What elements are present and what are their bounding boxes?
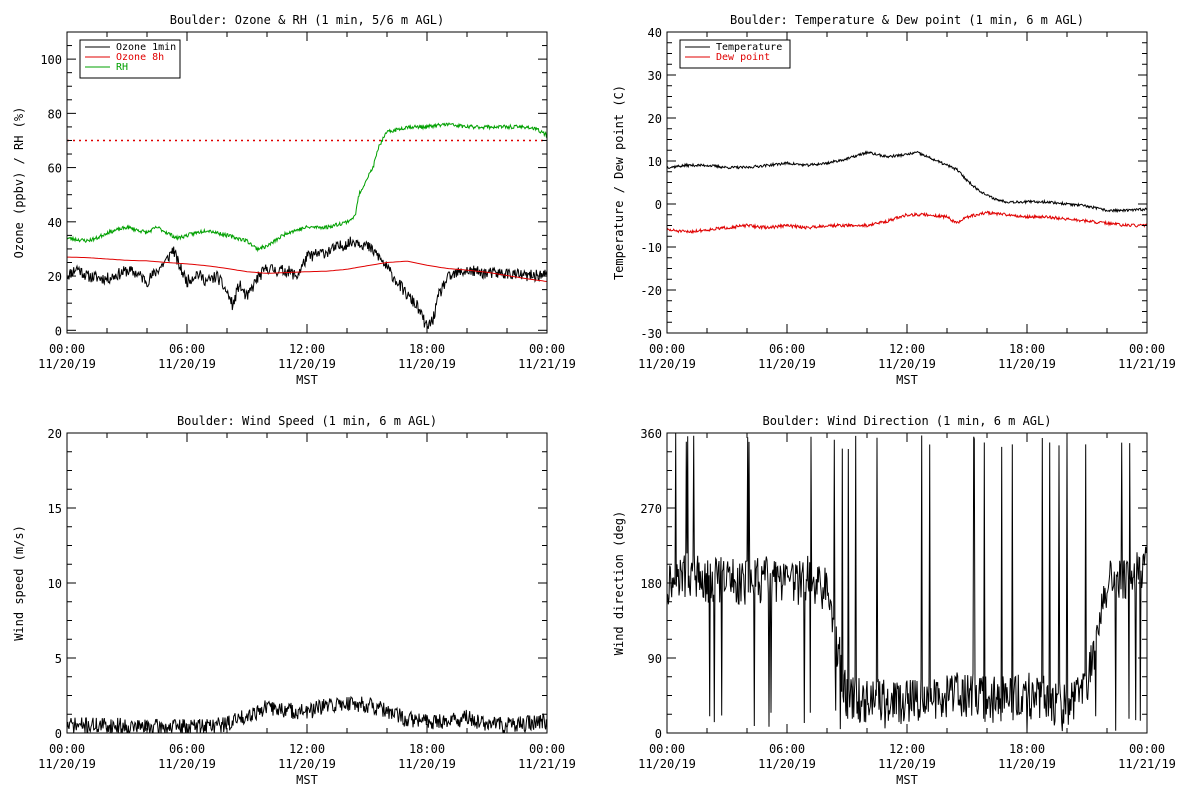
y-axis-label: Ozone (ppbv) / RH (%) bbox=[12, 107, 26, 259]
plot-frame bbox=[66, 432, 548, 734]
x-tick-time: 00:00 bbox=[649, 342, 685, 356]
chart-title: Boulder: Wind Speed (1 min, 6 m AGL) bbox=[177, 414, 437, 428]
x-tick-date: 11/20/19 bbox=[998, 757, 1056, 771]
y-tick-label: 5 bbox=[55, 652, 62, 666]
y-tick-label: 40 bbox=[48, 216, 62, 230]
y-tick-label: 40 bbox=[648, 26, 662, 40]
x-tick-date: 11/20/19 bbox=[878, 357, 936, 371]
y-tick-label: 100 bbox=[40, 53, 62, 67]
x-tick-time: 18:00 bbox=[1009, 342, 1045, 356]
series-line-ozone-1min bbox=[67, 236, 547, 329]
x-tick-date: 11/20/19 bbox=[398, 757, 456, 771]
chart-title: Boulder: Wind Direction (1 min, 6 m AGL) bbox=[763, 414, 1052, 428]
x-axis-label: MST bbox=[296, 373, 318, 387]
x-axis-label: MST bbox=[896, 373, 918, 387]
plot-frame bbox=[666, 31, 1148, 334]
chart-panel-2: Boulder: Temperature & Dew point (1 min,… bbox=[612, 13, 1176, 387]
y-tick-label: 60 bbox=[48, 162, 62, 176]
x-tick-time: 12:00 bbox=[289, 342, 325, 356]
x-tick-date: 11/20/19 bbox=[38, 357, 96, 371]
y-axis-label: Temperature / Dew point (C) bbox=[612, 85, 626, 280]
x-tick-time: 12:00 bbox=[289, 742, 325, 756]
x-tick-date: 11/21/19 bbox=[1118, 757, 1176, 771]
x-tick-date: 11/20/19 bbox=[758, 757, 816, 771]
x-tick-date: 11/20/19 bbox=[638, 757, 696, 771]
series-line-data bbox=[667, 433, 1147, 732]
x-tick-date: 11/21/19 bbox=[518, 357, 576, 371]
y-tick-label: 20 bbox=[648, 112, 662, 126]
chart-panel-3: Boulder: Wind Speed (1 min, 6 m AGL) 0 5 10… bbox=[12, 414, 576, 787]
x-tick-time: 06:00 bbox=[769, 742, 805, 756]
x-tick-time: 00:00 bbox=[529, 742, 565, 756]
x-tick-date: 11/21/19 bbox=[518, 757, 576, 771]
x-tick-time: 00:00 bbox=[1129, 742, 1165, 756]
x-tick-time: 06:00 bbox=[769, 342, 805, 356]
y-tick-label: 0 bbox=[655, 727, 662, 741]
x-tick-time: 00:00 bbox=[649, 742, 685, 756]
x-tick-time: 18:00 bbox=[409, 742, 445, 756]
x-tick-date: 11/20/19 bbox=[998, 357, 1056, 371]
y-tick-label: 90 bbox=[648, 652, 662, 666]
x-tick-date: 11/21/19 bbox=[1118, 357, 1176, 371]
x-axis-label: MST bbox=[296, 773, 318, 787]
legend-label: Temperature bbox=[716, 42, 782, 53]
y-tick-label: 360 bbox=[640, 427, 662, 441]
legend-label: Ozone 1min bbox=[116, 42, 176, 53]
legend-box bbox=[679, 39, 791, 69]
x-tick-time: 06:00 bbox=[169, 742, 205, 756]
y-tick-label: -20 bbox=[640, 284, 662, 298]
x-tick-time: 18:00 bbox=[1009, 742, 1045, 756]
x-tick-time: 00:00 bbox=[49, 342, 85, 356]
x-tick-date: 11/20/19 bbox=[38, 757, 96, 771]
legend-box bbox=[79, 39, 181, 79]
series-line-temperature bbox=[667, 150, 1147, 213]
x-tick-date: 11/20/19 bbox=[158, 357, 216, 371]
x-tick-date: 11/20/19 bbox=[758, 357, 816, 371]
y-tick-label: 20 bbox=[48, 270, 62, 284]
x-tick-date: 11/20/19 bbox=[398, 357, 456, 371]
x-tick-time: 00:00 bbox=[1129, 342, 1165, 356]
y-tick-label: 80 bbox=[48, 107, 62, 121]
chart-panel-1: Boulder: Ozone & RH (1 min, 5/6 m AGL) 0 2… bbox=[12, 13, 576, 387]
chart-title: Boulder: Ozone & RH (1 min, 5/6 m AGL) bbox=[170, 13, 445, 27]
y-tick-label: 10 bbox=[648, 155, 662, 169]
y-axis-label: Wind direction (deg) bbox=[612, 511, 626, 656]
x-tick-time: 12:00 bbox=[889, 742, 925, 756]
y-tick-label: 0 bbox=[55, 324, 62, 338]
series-line-dew-point bbox=[667, 210, 1147, 235]
x-tick-date: 11/20/19 bbox=[278, 757, 336, 771]
y-tick-label: 30 bbox=[648, 69, 662, 83]
y-tick-label: -10 bbox=[640, 241, 662, 255]
x-tick-time: 18:00 bbox=[409, 342, 445, 356]
x-tick-date: 11/20/19 bbox=[158, 757, 216, 771]
legend-label: Ozone 8h bbox=[116, 52, 164, 63]
series-line-ozone-8h bbox=[67, 256, 547, 282]
x-tick-date: 11/20/19 bbox=[638, 357, 696, 371]
y-tick-label: 15 bbox=[48, 502, 62, 516]
chart-title: Boulder: Temperature & Dew point (1 min,… bbox=[730, 13, 1084, 27]
chart-panel-4: Boulder: Wind Direction (1 min, 6 m AGL)… bbox=[612, 414, 1176, 787]
series-line-data bbox=[67, 695, 547, 733]
x-tick-time: 06:00 bbox=[169, 342, 205, 356]
y-axis-label: Wind speed (m/s) bbox=[12, 525, 26, 641]
y-tick-label: 0 bbox=[55, 727, 62, 741]
legend-label: Dew point bbox=[716, 52, 770, 63]
y-tick-label: 10 bbox=[48, 577, 62, 591]
y-tick-label: 180 bbox=[640, 577, 662, 591]
x-tick-time: 00:00 bbox=[529, 342, 565, 356]
series-line-rh bbox=[67, 122, 547, 253]
x-tick-date: 11/20/19 bbox=[278, 357, 336, 371]
legend-label: RH bbox=[116, 62, 128, 73]
x-axis-label: MST bbox=[896, 773, 918, 787]
y-tick-label: -30 bbox=[640, 327, 662, 341]
y-tick-label: 270 bbox=[640, 502, 662, 516]
x-tick-time: 00:00 bbox=[49, 742, 85, 756]
y-tick-label: 20 bbox=[48, 427, 62, 441]
x-tick-time: 12:00 bbox=[889, 342, 925, 356]
y-tick-label: 0 bbox=[655, 198, 662, 212]
x-tick-date: 11/20/19 bbox=[878, 757, 936, 771]
